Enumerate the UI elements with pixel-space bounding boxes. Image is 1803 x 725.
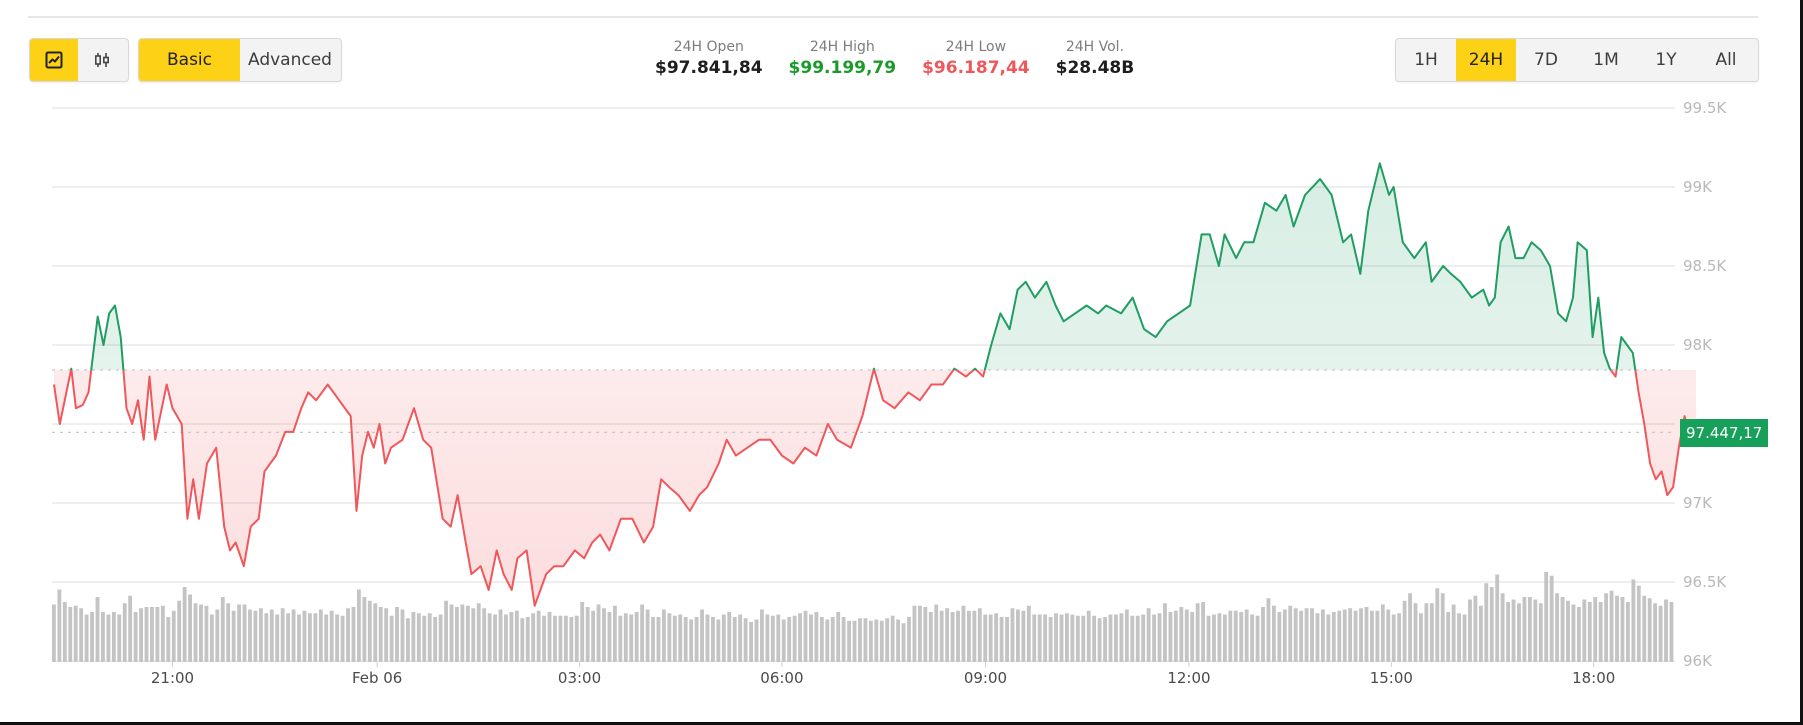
- stats-bar: 24H Open $97.841,84 24H High $99.199,79 …: [655, 38, 1160, 80]
- y-axis-label: 98.5K: [1683, 257, 1727, 275]
- top-divider: [28, 16, 1758, 18]
- mode-toggle: Basic Advanced: [138, 38, 342, 82]
- volume-bars: [52, 572, 1674, 662]
- stat-24h-low: 24H Low $96.187,44: [922, 38, 1030, 80]
- range-all-button[interactable]: All: [1715, 50, 1737, 70]
- line-chart-icon: [45, 51, 63, 69]
- price-area-up: [54, 163, 1697, 370]
- y-axis-label: 97K: [1683, 494, 1713, 512]
- stat-value: $99.199,79: [788, 58, 897, 78]
- range-1m-button[interactable]: 1M: [1593, 50, 1619, 70]
- x-axis-label: 06:00: [760, 669, 803, 687]
- y-axis-label: 96.5K: [1683, 573, 1727, 591]
- stat-24h-high: 24H High $99.199,79: [789, 38, 897, 80]
- stat-label: 24H Vol.: [1065, 39, 1125, 55]
- y-axis-label: 99K: [1683, 178, 1713, 196]
- stat-label: 24H Low: [945, 39, 1007, 55]
- current-price-tag: 97.447,17: [1680, 419, 1769, 447]
- y-axis-label: 98K: [1683, 336, 1713, 354]
- line-chart-button[interactable]: [30, 39, 78, 81]
- advanced-mode-button[interactable]: Advanced: [248, 50, 332, 70]
- basic-mode-button[interactable]: Basic: [139, 39, 240, 81]
- x-axis-label: Feb 06: [352, 669, 402, 687]
- candlestick-chart-button[interactable]: [78, 39, 126, 81]
- x-axis-label: 15:00: [1370, 669, 1413, 687]
- stat-label: 24H Open: [673, 39, 744, 55]
- x-axis-label: 12:00: [1167, 669, 1210, 687]
- x-axis-label: 03:00: [558, 669, 601, 687]
- stat-label: 24H High: [809, 39, 875, 55]
- stat-24h-open: 24H Open $97.841,84: [655, 38, 763, 80]
- candlestick-icon: [94, 53, 110, 67]
- range-1y-button[interactable]: 1Y: [1655, 50, 1677, 70]
- range-7d-button[interactable]: 7D: [1534, 50, 1558, 70]
- price-line-down: [53, 369, 1697, 607]
- range-24h-button[interactable]: 24H: [1456, 39, 1516, 81]
- x-axis-label: 18:00: [1572, 669, 1615, 687]
- time-range-selector: 1H 24H 7D 1M 1Y All: [1395, 38, 1759, 82]
- x-axis-label: 09:00: [964, 669, 1007, 687]
- stat-value: $96.187,44: [922, 58, 1030, 78]
- range-1h-button[interactable]: 1H: [1414, 50, 1438, 70]
- x-axis-label: 21:00: [151, 669, 194, 687]
- stat-value: $28.48B: [1055, 58, 1135, 78]
- y-axis-label: 99.5K: [1683, 99, 1727, 117]
- stat-value: $97.841,84: [655, 58, 763, 78]
- stat-24h-volume: 24H Vol. $28.48B: [1056, 38, 1135, 80]
- price-area-down: [54, 369, 1697, 606]
- y-axis-label: 96K: [1683, 652, 1713, 670]
- chart-type-toggle: [29, 38, 129, 82]
- price-line-up: [70, 162, 1637, 370]
